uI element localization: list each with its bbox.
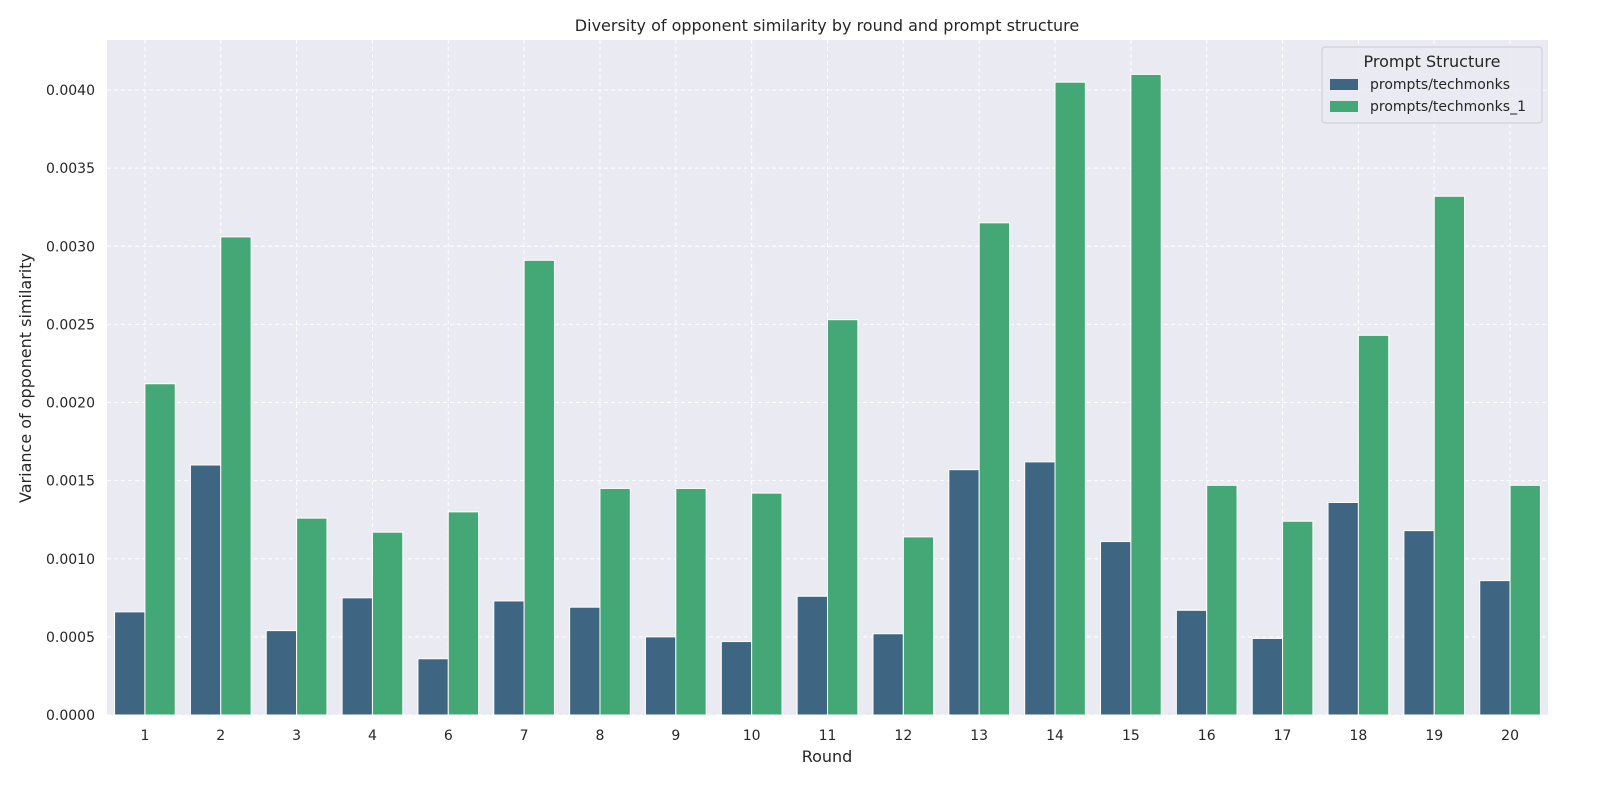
legend-title: Prompt Structure: [1364, 52, 1501, 71]
y-tick-label: 0.0000: [46, 708, 95, 724]
bar-techmonks-1: [751, 492, 783, 716]
bar-techmonks-1: [1054, 81, 1086, 716]
y-tick-label: 0.0015: [46, 474, 95, 490]
bar-techmonks-1: [675, 487, 707, 716]
bar-techmonks: [1403, 530, 1435, 716]
bar-techmonks: [569, 606, 601, 716]
x-tick-label: 17: [1274, 728, 1292, 744]
bar-techmonks: [796, 595, 828, 716]
y-tick-label: 0.0030: [46, 239, 95, 255]
bar-techmonks-1: [144, 383, 176, 716]
bar-techmonks-1: [1433, 195, 1466, 716]
y-tick-label: 0.0020: [46, 396, 95, 412]
x-tick-label: 2: [216, 728, 225, 744]
bar-techmonks: [1024, 461, 1056, 716]
bar-techmonks-1: [978, 222, 1011, 716]
x-tick-label: 11: [819, 728, 837, 744]
x-tick-label: 3: [292, 728, 301, 744]
x-tick-label: 1: [140, 728, 149, 744]
chart-title: Diversity of opponent similarity by roun…: [575, 16, 1079, 35]
bar-techmonks-1: [1357, 334, 1390, 716]
x-tick-label: 13: [970, 728, 988, 744]
bar-techmonks: [1175, 609, 1208, 716]
bar-techmonks-1: [827, 319, 859, 716]
legend-label-techmonks: prompts/techmonks: [1370, 77, 1510, 93]
x-tick-label: 10: [743, 728, 761, 744]
bar-techmonks: [720, 641, 753, 716]
bar-techmonks: [948, 469, 980, 716]
bar-techmonks-1: [447, 511, 480, 716]
bar-techmonks: [1327, 502, 1359, 716]
y-tick-label: 0.0035: [46, 161, 95, 177]
bar-techmonks: [417, 658, 449, 716]
bar-techmonks-1: [1130, 73, 1162, 716]
bar-techmonks-1: [599, 487, 631, 716]
x-tick-label: 6: [444, 728, 453, 744]
x-tick-label: 4: [368, 728, 377, 744]
x-tick-labels: 1 2 3 4 6 7 8 9 10 11 12 13 14 15 16 17 18 19 20: [140, 728, 1519, 744]
x-tick-label: 16: [1198, 728, 1216, 744]
legend-swatch-techmonks: [1330, 79, 1358, 90]
x-axis-label: Round: [802, 747, 853, 766]
bar-techmonks: [493, 600, 525, 716]
x-tick-label: 14: [1046, 728, 1064, 744]
bar-techmonks: [341, 597, 373, 716]
y-tick-label: 0.0025: [46, 317, 95, 333]
bar-techmonks-1: [371, 531, 404, 716]
y-axis-label: Variance of opponent similarity: [16, 253, 35, 503]
x-tick-label: 9: [671, 728, 680, 744]
legend-swatch-techmonks-1: [1330, 101, 1358, 112]
bar-techmonks-1: [220, 236, 252, 716]
bar-techmonks: [644, 636, 677, 716]
bar-techmonks: [872, 633, 904, 716]
y-tick-label: 0.0005: [46, 630, 95, 646]
bars-group: [114, 73, 1541, 716]
bar-techmonks: [114, 611, 146, 716]
bar-techmonks-1: [523, 259, 555, 716]
x-tick-label: 7: [520, 728, 529, 744]
legend: Prompt Structure prompts/techmonks promp…: [1321, 46, 1543, 124]
bar-techmonks-1: [1206, 484, 1238, 716]
legend-label-techmonks-1: prompts/techmonks_1: [1370, 99, 1526, 115]
bar-techmonks: [1479, 580, 1511, 716]
x-tick-label: 18: [1349, 728, 1367, 744]
x-tick-label: 12: [894, 728, 912, 744]
y-tick-labels: 0.0000 0.0005 0.0010 0.0015 0.0020 0.0025 0.00…: [46, 83, 95, 724]
y-tick-label: 0.0040: [46, 83, 95, 99]
bar-techmonks: [189, 464, 222, 716]
y-tick-label: 0.0010: [46, 552, 95, 568]
x-tick-label: 8: [596, 728, 605, 744]
x-tick-label: 20: [1501, 728, 1519, 744]
bar-techmonks: [1251, 637, 1284, 716]
bar-techmonks: [265, 630, 298, 716]
x-tick-label: 15: [1122, 728, 1140, 744]
bar-techmonks-1: [1509, 484, 1541, 716]
legend-box: [1321, 46, 1543, 124]
bar-techmonks-1: [296, 517, 328, 716]
bar-techmonks-1: [1282, 520, 1314, 716]
x-tick-label: 19: [1425, 728, 1443, 744]
bar-techmonks-1: [902, 536, 935, 716]
bar-techmonks: [1100, 541, 1132, 716]
